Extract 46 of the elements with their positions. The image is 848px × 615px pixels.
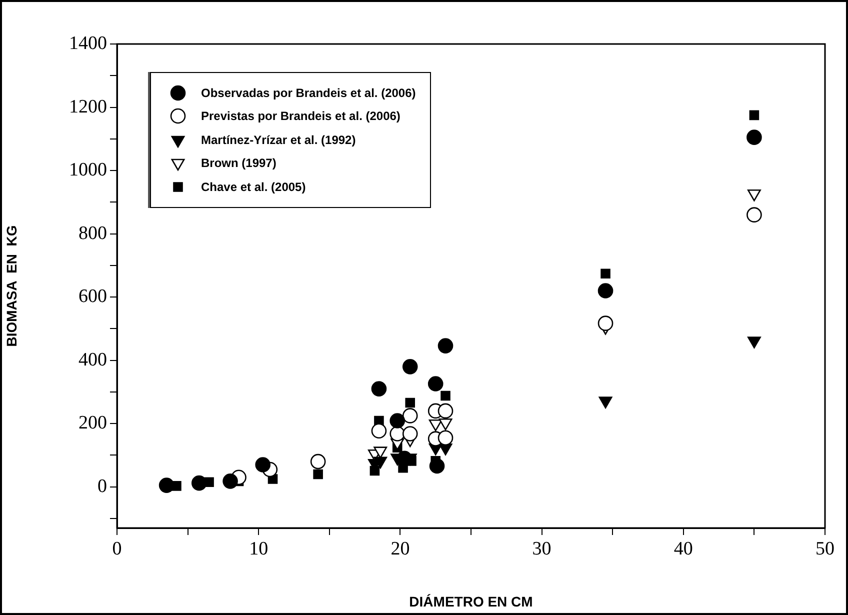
y-tick-label: 800 (78, 222, 107, 244)
point (429, 458, 445, 474)
point (222, 474, 238, 489)
x-tick-label: 20 (390, 538, 410, 560)
y-tick-label: 600 (78, 286, 107, 308)
point (598, 283, 614, 298)
x-tick-label: 10 (249, 538, 268, 560)
point (158, 478, 174, 493)
point (402, 359, 418, 374)
x-tick-label: 50 (816, 538, 834, 560)
point (371, 423, 387, 439)
y-axis-title: BIOMASA EN KG (3, 225, 20, 347)
point (255, 457, 270, 472)
point (402, 426, 418, 442)
point (746, 130, 762, 145)
point (313, 469, 323, 480)
point (749, 110, 760, 120)
point (191, 475, 207, 491)
x-tick-label: 0 (112, 538, 122, 560)
legend-label: Martínez-Yrízar et al. (1992) (201, 132, 356, 147)
point (440, 390, 450, 401)
point (371, 381, 387, 396)
point (402, 408, 418, 424)
x-tick-label: 30 (532, 538, 552, 560)
legend-label: Brown (1997) (201, 156, 276, 170)
point (598, 316, 614, 331)
y-tick-label: 200 (78, 412, 107, 434)
point (310, 454, 326, 470)
y-tick-label: 400 (78, 349, 107, 370)
point (600, 268, 610, 279)
point (390, 413, 406, 428)
legend-label: Previstas por Brandeis et al. (2006) (201, 109, 400, 124)
point (405, 398, 416, 408)
legend-label: Observadas por Brandeis et al. (2006) (201, 86, 416, 100)
y-tick-label: 1200 (69, 96, 107, 118)
y-tick-label: 0 (98, 476, 107, 497)
point (438, 403, 454, 419)
y-tick-label: 1400 (69, 32, 107, 54)
legend-label: Chave et al. (2005) (201, 180, 306, 194)
point (746, 207, 762, 222)
point (438, 338, 454, 354)
point (438, 430, 454, 446)
point (428, 376, 444, 392)
x-axis-title: DIÁMETRO EN CM (409, 593, 533, 610)
x-tick-label: 40 (674, 538, 693, 560)
y-tick-label: 1000 (69, 160, 107, 181)
